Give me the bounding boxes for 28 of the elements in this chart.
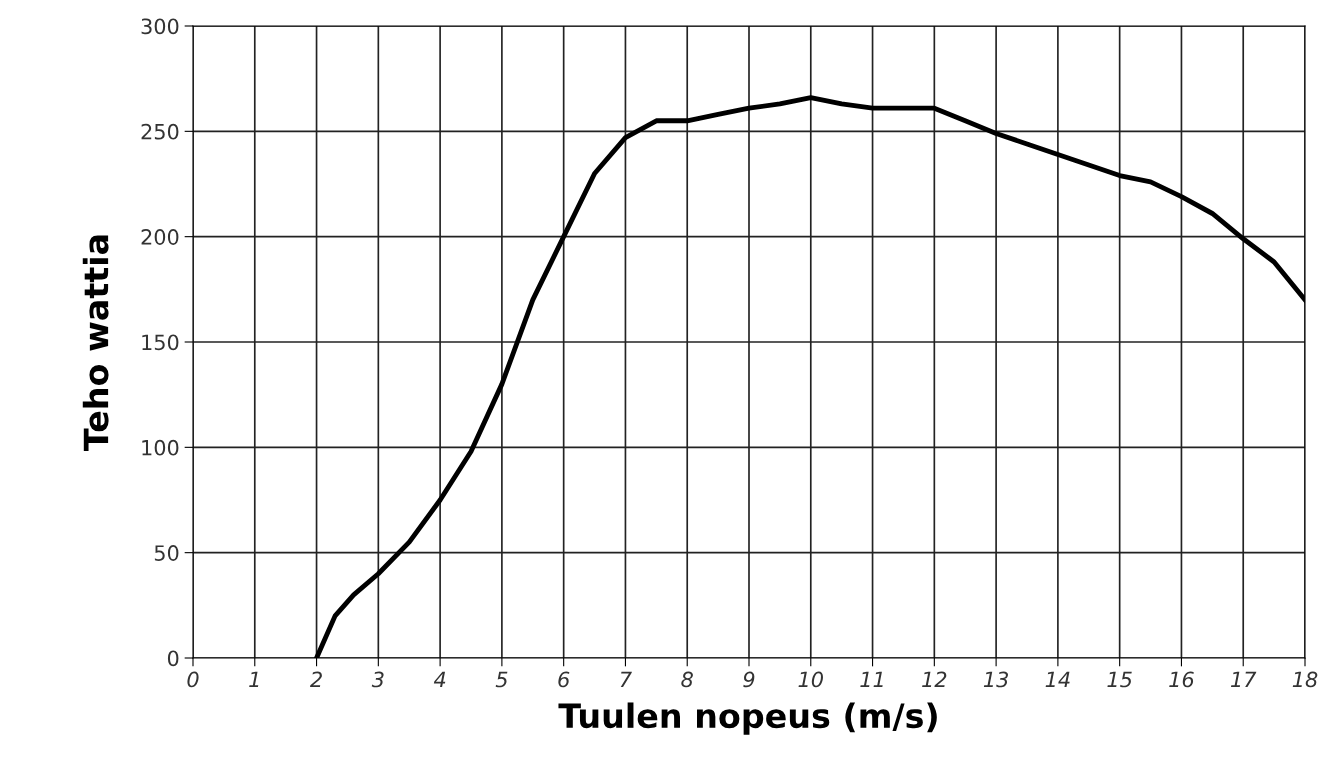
y-axis-title: Teho wattia — [82, 235, 109, 451]
y-tick-label: 200 — [141, 229, 179, 245]
x-tick-label: 18 — [1292, 671, 1318, 688]
x-tick-label: 15 — [1107, 671, 1132, 688]
x-axis-title: Tuulen nopeus (m/s) — [558, 702, 937, 735]
x-tick-label: 1 — [249, 671, 259, 688]
x-tick-label: 10 — [798, 671, 823, 688]
x-tick-label: 14 — [1045, 671, 1070, 688]
x-tick-label: 3 — [371, 671, 384, 688]
x-tick-label: 2 — [310, 671, 322, 688]
x-tick-label: 13 — [983, 671, 1009, 688]
y-tick-label: 50 — [154, 545, 179, 561]
y-tick-label: 100 — [142, 439, 179, 456]
x-tick-label: 6 — [558, 671, 570, 688]
x-tick-label: 8 — [681, 671, 693, 688]
x-tick-label: 4 — [433, 671, 446, 688]
y-tick-label: 150 — [142, 334, 179, 351]
x-tick-label: 5 — [495, 671, 508, 688]
y-tick-label: 250 — [141, 123, 179, 140]
x-tick-label: 16 — [1169, 671, 1194, 688]
x-tick-label: 9 — [743, 671, 755, 688]
y-tick-label: 0 — [167, 650, 179, 667]
x-tick-label: 17 — [1230, 671, 1257, 688]
y-tick-label: 300 — [141, 18, 179, 35]
x-tick-label: 12 — [922, 671, 947, 688]
x-tick-label: 0 — [187, 671, 199, 688]
x-tick-label: 11 — [860, 671, 883, 688]
x-tick-label: 7 — [620, 671, 632, 688]
